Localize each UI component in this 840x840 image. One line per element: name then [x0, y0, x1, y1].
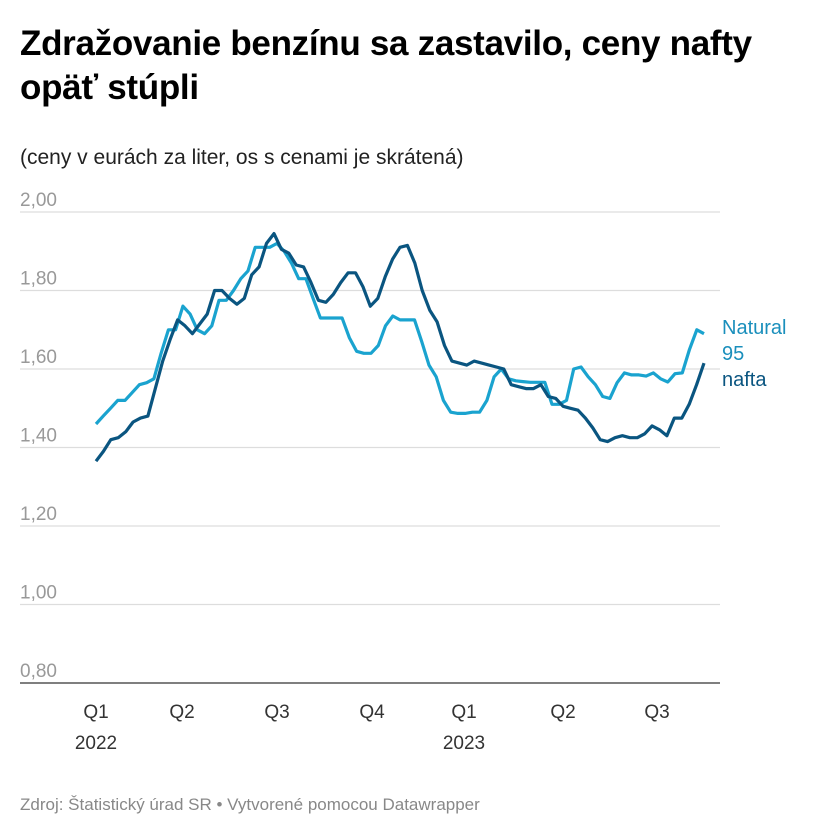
- y-tick-label: 0,80: [20, 661, 57, 682]
- series-label-natural95: Natural: [722, 317, 786, 339]
- chart-subtitle: (ceny v eurách za liter, os s cenami je …: [20, 146, 464, 169]
- series-label-natural95-line2: 95: [722, 343, 744, 365]
- x-tick-year: 2023: [443, 733, 485, 754]
- source-note: Zdroj: Štatistický úrad SR • Vytvorené p…: [20, 795, 480, 814]
- x-tick-label: Q2: [169, 702, 194, 723]
- y-tick-label: 1,40: [20, 426, 57, 447]
- y-tick-label: 1,80: [20, 269, 57, 290]
- y-tick-label: 1,60: [20, 347, 57, 368]
- y-tick-label: 2,00: [20, 190, 57, 211]
- x-tick-label: Q3: [644, 702, 669, 723]
- series-line-natural95: [94, 241, 705, 426]
- x-tick-label: Q2: [550, 702, 575, 723]
- x-tick-label: Q1: [451, 702, 476, 723]
- y-tick-label: 1,00: [20, 583, 57, 604]
- y-tick-label: 1,20: [20, 504, 57, 525]
- x-tick-label: Q1: [83, 702, 108, 723]
- series-label-nafta: nafta: [722, 369, 767, 391]
- chart-title: Zdražovanie benzínu sa zastavilo, ceny n…: [20, 24, 752, 107]
- series-line-nafta: [94, 232, 706, 463]
- x-tick-year: 2022: [75, 733, 117, 754]
- x-tick-label: Q3: [264, 702, 289, 723]
- x-tick-label: Q4: [359, 702, 385, 723]
